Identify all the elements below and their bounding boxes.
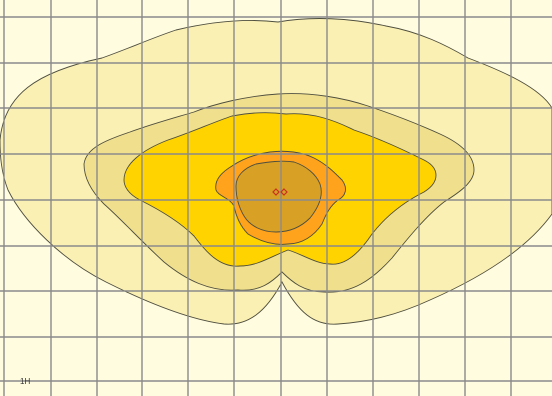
peak-marker-right (280, 188, 288, 196)
peak-markers (272, 188, 288, 196)
corner-label: 1H (20, 377, 30, 386)
peak-marker-left (272, 188, 280, 196)
contour-core-band (235, 160, 322, 233)
